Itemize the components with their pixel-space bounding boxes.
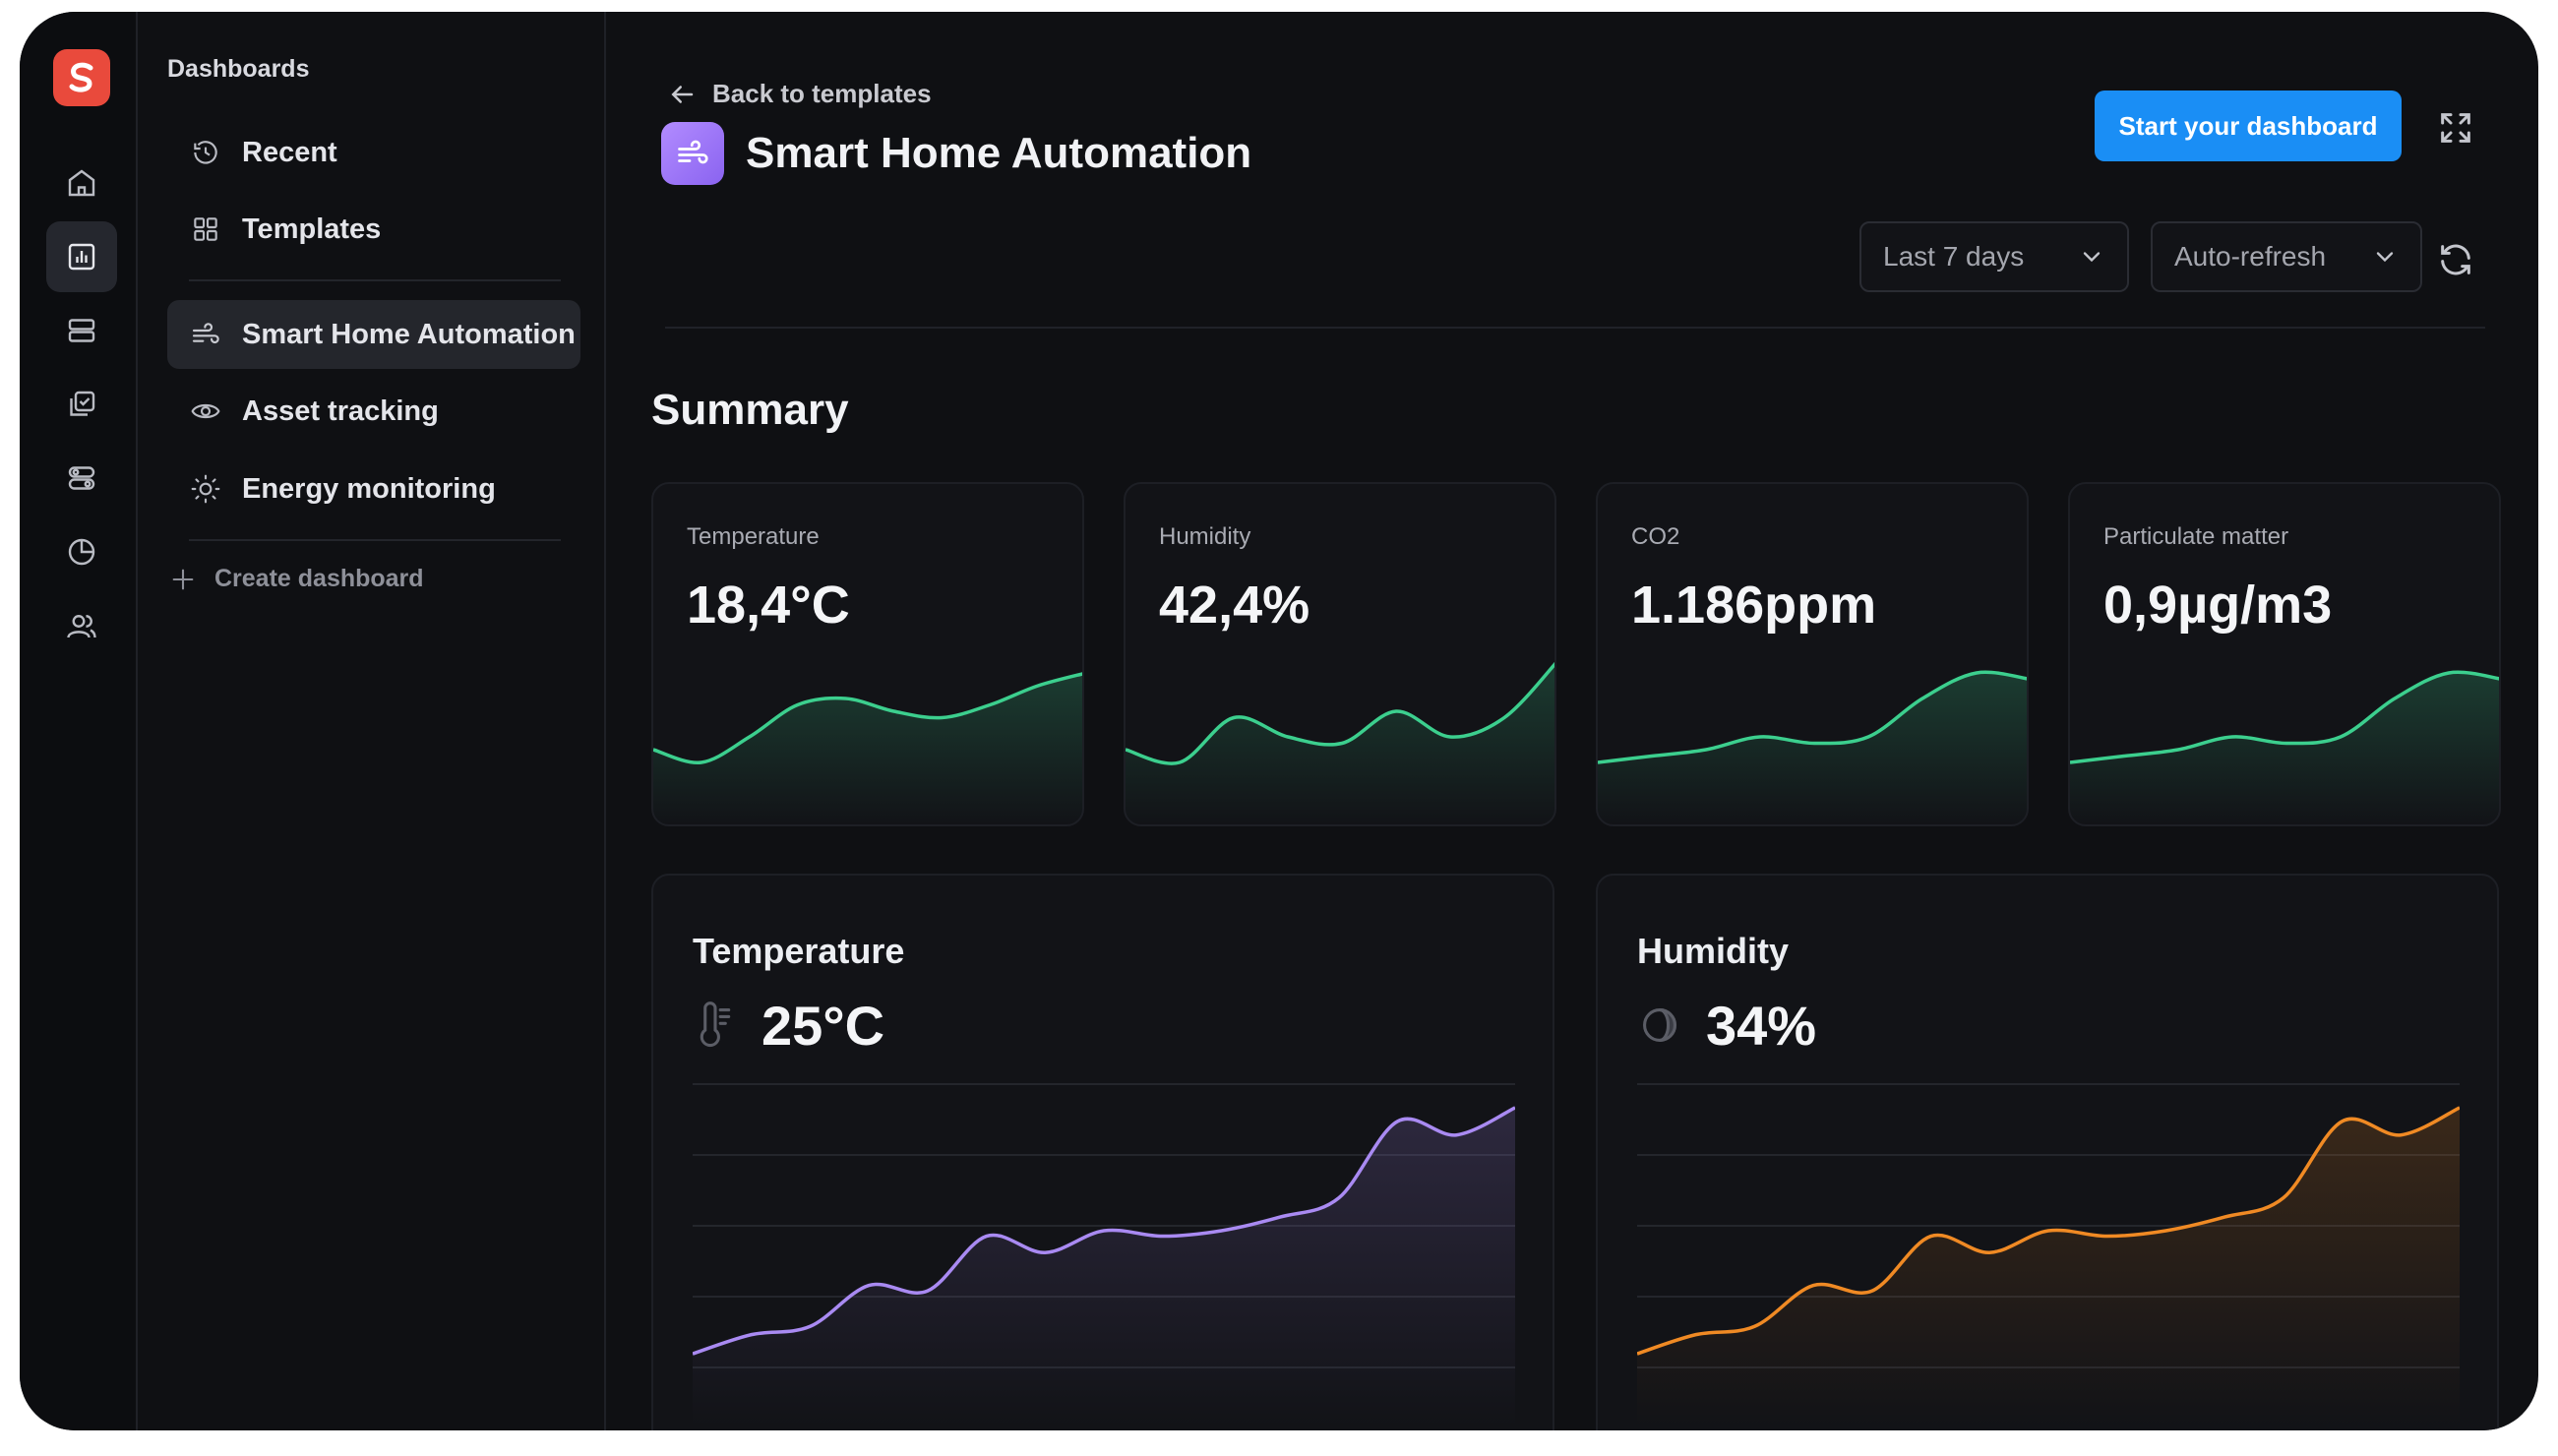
page-header: Smart Home Automation xyxy=(661,122,1251,185)
toggles-icon[interactable] xyxy=(46,443,117,514)
chart-line xyxy=(1637,1106,2460,1356)
sidebar-item-asset-tracking[interactable]: Asset tracking xyxy=(167,377,580,446)
icon-rail xyxy=(20,12,138,1430)
summary-heading: Summary xyxy=(651,386,849,434)
panel-value: 34% xyxy=(1706,995,1817,1057)
chevron-down-icon xyxy=(2376,252,2394,263)
card-value: 0,9µg/m3 xyxy=(2103,576,2333,635)
card-label: Particulate matter xyxy=(2103,523,2289,550)
summary-card-particulate-matter: Particulate matter 0,9µg/m3 xyxy=(2068,482,2501,826)
eye-icon xyxy=(189,394,222,428)
sparkline-area xyxy=(2070,672,2499,824)
pie-chart-icon[interactable] xyxy=(46,516,117,587)
card-value: 42,4% xyxy=(1159,576,1310,635)
humidity-chart xyxy=(1637,1083,2460,1426)
humidity-panel: Humidity 34% xyxy=(1596,874,2499,1430)
card-label: Humidity xyxy=(1159,523,1251,550)
auto-refresh-select[interactable]: Auto-refresh xyxy=(2151,221,2422,292)
sidebar-item-label: Energy monitoring xyxy=(242,472,496,505)
users-icon[interactable] xyxy=(46,590,117,661)
panel-title: Temperature xyxy=(693,931,905,971)
create-dashboard-button[interactable]: Create dashboard xyxy=(169,565,424,593)
header-divider xyxy=(665,327,2485,329)
sparkline-line xyxy=(1126,661,1554,765)
card-value: 18,4°C xyxy=(687,576,850,635)
app-window: Dashboards Recent Templates Smart Home A… xyxy=(20,12,2538,1430)
card-label: Temperature xyxy=(687,523,820,550)
sidebar-item-label: Recent xyxy=(242,136,337,168)
logo-icon xyxy=(69,62,93,92)
sidebar-divider xyxy=(189,539,561,541)
sidebar-item-recent[interactable]: Recent xyxy=(167,118,580,187)
temperature-panel: Temperature 25°C xyxy=(651,874,1554,1430)
arrow-left-icon xyxy=(671,85,694,103)
plus-icon xyxy=(172,569,194,589)
back-label: Back to templates xyxy=(712,79,932,108)
sidebar-item-energy-monitoring[interactable]: Energy monitoring xyxy=(167,455,580,523)
grid-icon xyxy=(189,212,222,246)
sparkline-line xyxy=(1598,670,2027,764)
checklist-icon[interactable] xyxy=(46,369,117,440)
clock-icon xyxy=(189,136,222,169)
bar-chart-icon[interactable] xyxy=(46,221,117,292)
sparkline-area xyxy=(1598,672,2027,824)
temperature-chart xyxy=(693,1083,1515,1426)
sun-icon xyxy=(189,472,222,506)
page-title: Smart Home Automation xyxy=(746,129,1252,177)
sidebar-item-label: Asset tracking xyxy=(242,394,439,427)
humidity-icon xyxy=(1643,1008,1676,1042)
sparkline-line xyxy=(653,672,1082,764)
sparkline-line xyxy=(2070,670,2499,764)
card-value: 1.186ppm xyxy=(1631,576,1877,635)
panel-title: Humidity xyxy=(1637,931,1790,971)
app-logo[interactable] xyxy=(53,49,110,106)
sidebar-heading: Dashboards xyxy=(167,55,310,83)
refresh-icon[interactable] xyxy=(2436,240,2475,279)
summary-card-humidity: Humidity 42,4% xyxy=(1124,482,1556,826)
summary-card-co2: CO2 1.186ppm xyxy=(1596,482,2029,826)
date-range-select[interactable]: Last 7 days xyxy=(1859,221,2129,292)
auto-refresh-value: Auto-refresh xyxy=(2174,241,2327,272)
sidebar-item-label: Templates xyxy=(242,212,382,245)
particulate-sparkline xyxy=(2070,670,2499,824)
sidebar-item-label: Smart Home Automation xyxy=(242,318,576,350)
main-content: Back to templates Smart Home Automation … xyxy=(606,12,2538,1430)
wind-icon xyxy=(189,318,222,351)
panel-value: 25°C xyxy=(761,995,885,1057)
chart-area xyxy=(693,1107,1515,1426)
date-range-value: Last 7 days xyxy=(1883,241,2025,272)
chevron-down-icon xyxy=(2083,252,2101,263)
chart-line xyxy=(693,1106,1515,1356)
summary-card-temperature: Temperature 18,4°C xyxy=(651,482,1084,826)
dashboards-sidebar: Dashboards Recent Templates Smart Home A… xyxy=(138,12,606,1430)
chart-area xyxy=(1637,1107,2460,1426)
humidity-sparkline xyxy=(1126,661,1554,824)
database-icon[interactable] xyxy=(46,295,117,366)
fullscreen-icon[interactable] xyxy=(2436,108,2475,148)
temperature-sparkline xyxy=(653,672,1082,824)
sparkline-area xyxy=(653,674,1082,824)
back-to-templates-link[interactable]: Back to templates xyxy=(667,79,932,109)
home-icon[interactable] xyxy=(46,148,117,218)
thermometer-icon xyxy=(700,1001,731,1048)
co2-sparkline xyxy=(1598,670,2027,824)
create-dashboard-label: Create dashboard xyxy=(214,565,424,592)
start-dashboard-button[interactable]: Start your dashboard xyxy=(2095,91,2402,161)
dashboard-app-icon xyxy=(661,122,724,185)
card-label: CO2 xyxy=(1631,523,1680,550)
sidebar-divider xyxy=(189,279,561,281)
sidebar-item-templates[interactable]: Templates xyxy=(167,195,580,264)
sidebar-item-smart-home-automation[interactable]: Smart Home Automation xyxy=(167,300,580,369)
